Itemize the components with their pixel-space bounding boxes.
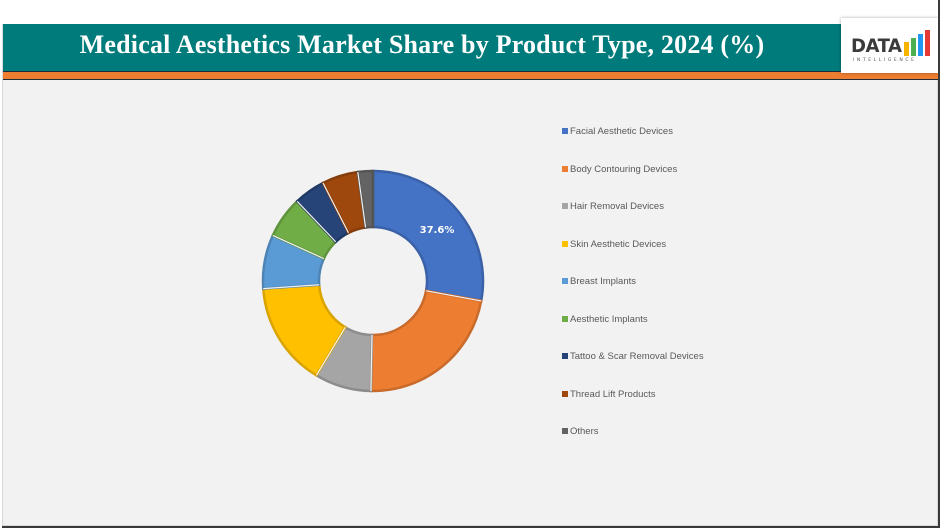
accent-bar: [3, 72, 939, 80]
legend-swatch: [562, 316, 568, 322]
slice-separator: [357, 171, 367, 228]
legend-item-body-contouring-devices: Body Contouring Devices: [562, 162, 677, 176]
data-label-facial: 37.6%: [420, 225, 455, 236]
legend-swatch: [562, 166, 568, 172]
datam-intelligence-logo: DATA INTELLIGENCE: [841, 18, 938, 73]
legend-item-facial-aesthetic-devices: Facial Aesthetic Devices: [562, 124, 673, 138]
legend-swatch: [562, 391, 568, 397]
slice-separator: [315, 326, 346, 376]
donut-slice-others: [356, 169, 375, 229]
slice-separator: [263, 284, 320, 290]
legend-swatch: [562, 241, 568, 247]
legend-swatch: [562, 278, 568, 284]
legend-item-others: Others: [562, 424, 599, 438]
frame-border-right: [938, 0, 940, 528]
title-banner: Medical Aesthetics Market Share by Produ…: [3, 24, 841, 72]
legend-item-breast-implants: Breast Implants: [562, 274, 636, 288]
legend-item-tattoo-scar-removal-devices: Tattoo & Scar Removal Devices: [562, 349, 704, 363]
legend-item-aesthetic-implants: Aesthetic Implants: [562, 312, 648, 326]
logo-text: DATA: [851, 35, 902, 57]
legend-item-skin-aesthetic-devices: Skin Aesthetic Devices: [562, 237, 666, 251]
legend-swatch: [562, 353, 568, 359]
donut-slices: [261, 169, 485, 393]
slice-separator: [272, 234, 325, 260]
chart-title: Medical Aesthetics Market Share by Produ…: [79, 30, 765, 59]
legend-swatch: [562, 203, 568, 209]
donut-slice-facial-aesthetic-devices: [371, 169, 485, 303]
logo-subtitle: INTELLIGENCE: [853, 58, 917, 63]
legend-item-hair-removal-devices: Hair Removal Devices: [562, 199, 664, 213]
frame-border-bottom: [2, 526, 940, 528]
donut-slice-body-contouring-devices: [369, 289, 483, 393]
slice-separator: [322, 182, 350, 234]
legend-swatch: [562, 428, 568, 434]
legend-swatch: [562, 128, 568, 134]
slice-separator: [296, 200, 337, 243]
legend-item-thread-lift-products: Thread Lift Products: [562, 387, 656, 401]
slice-separator: [425, 290, 482, 302]
logo-bars-icon: [904, 30, 934, 56]
slice-separator: [370, 334, 373, 391]
